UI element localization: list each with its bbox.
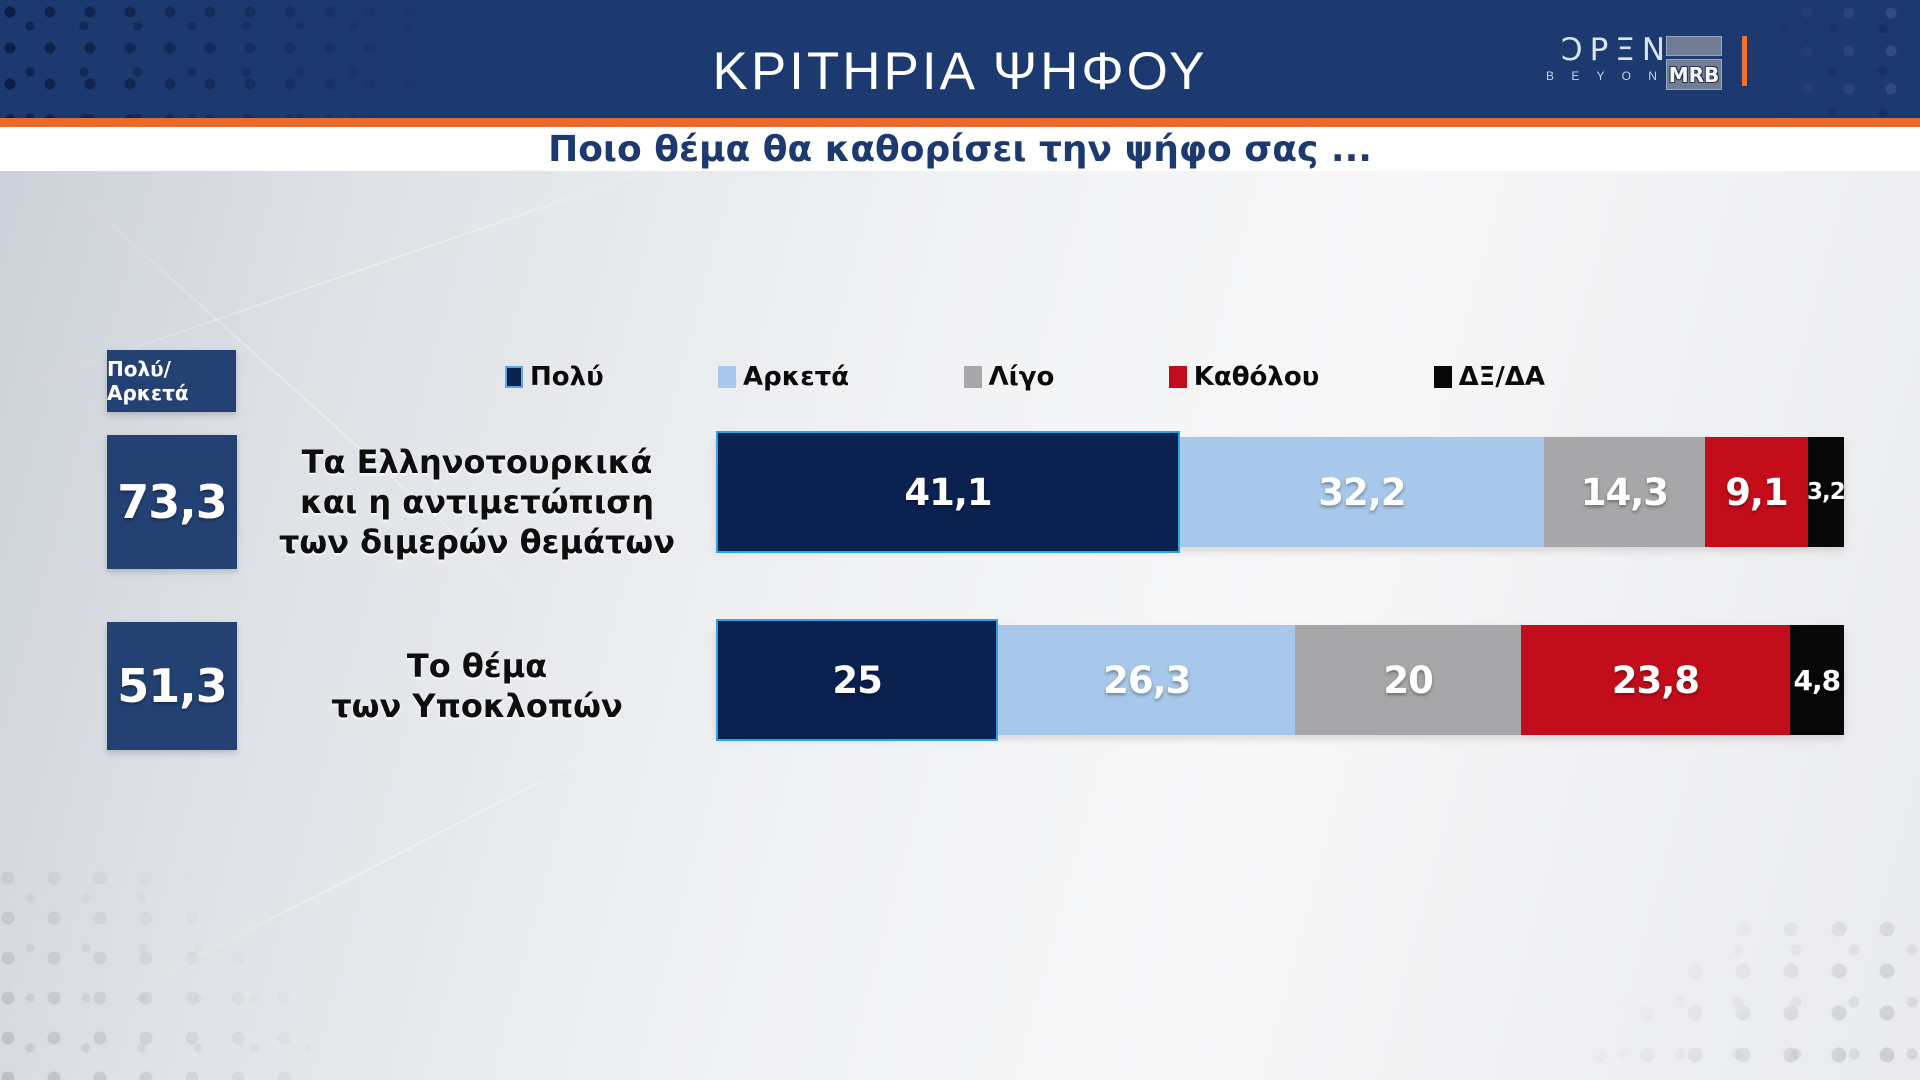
bar-segment: 23,8 [1521, 625, 1790, 735]
header-band: ΚΡΙΤΗΡΙΑ ΨΗΦΟΥ ƆPΞN B E Y O N D MRB [0, 0, 1920, 118]
category-label-line: Τα Ελληνοτουρκικά [301, 443, 653, 481]
bar-segment-label: 14,3 [1580, 470, 1669, 514]
legend-swatch-icon [505, 366, 523, 388]
bar-segment-label: 4,8 [1793, 663, 1842, 697]
legend-label: Λίγο [988, 362, 1055, 392]
bar-segment: 25 [716, 619, 999, 741]
category-label-line: Το θέμα [406, 647, 548, 685]
bar-segment-label: 25 [832, 658, 882, 702]
legend-item-2: Αρκετά [718, 362, 849, 392]
legend-label: ΔΞ/ΔΑ [1458, 362, 1545, 392]
background-streak [109, 718, 663, 1002]
legend-label: Καθόλου [1193, 362, 1320, 392]
bar-row: 51,3 Το θέμα των Υποκλοπών 25 26,3 20 23,8 4,8 [0, 619, 1920, 752]
bar-segment: 4,8 [1789, 625, 1844, 735]
open-logo-tagline: B E Y O N D [1546, 69, 1690, 83]
page-title: ΚΡΙΤΗΡΙΑ ΨΗΦΟΥ [712, 41, 1208, 101]
bar-segment-label: 41,1 [904, 470, 992, 514]
category-label-line: των διμερών θεμάτων [279, 523, 675, 561]
bar-segment: 20 [1295, 625, 1522, 735]
bar-segment-label: 9,1 [1725, 470, 1789, 514]
legend-swatch-icon [718, 366, 736, 388]
stacked-bar: 25 26,3 20 23,8 4,8 [716, 619, 1844, 741]
legend-item-5: ΔΞ/ΔΑ [1433, 362, 1545, 392]
legend-swatch-icon [963, 366, 982, 388]
orange-accent-bar [1742, 36, 1747, 86]
legend-item-1: Πολύ [505, 362, 604, 392]
bar-segment-label: 3,2 [1807, 479, 1846, 505]
category-label-line: και η αντιμετώπιση [300, 483, 654, 521]
bar-segment: 3,2 [1807, 437, 1846, 547]
bar-row: 73,3 Τα Ελληνοτουρκικά και η αντιμετώπιση τ… [0, 431, 1920, 571]
mrb-logo-wordmark: MRB [1666, 59, 1722, 90]
bar-segment: 9,1 [1705, 437, 1808, 547]
bar-segment: 32,2 [1180, 437, 1544, 547]
category-label-line: των Υποκλοπών [331, 687, 623, 725]
bar-segment-label: 23,8 [1611, 658, 1700, 702]
row-summary-value: 73,3 [107, 435, 237, 569]
legend-swatch-icon [1168, 366, 1187, 388]
summary-chip: Πολύ/Αρκετά [107, 350, 236, 412]
bar-segment-label: 20 [1383, 658, 1433, 702]
corner-dot-pattern-bottom-right [1590, 920, 1920, 1080]
mrb-logo: MRB [1666, 36, 1722, 90]
legend-label: Πολύ [530, 362, 604, 392]
bar-segment-label: 26,3 [1103, 658, 1191, 702]
row-category-label: Το θέμα των Υποκλοπών [237, 620, 717, 752]
chart-area: Πολύ/Αρκετά Πολύ Αρκετά Λίγο Καθόλου ΔΞ/ΔΑ 7… [0, 133, 1920, 1080]
legend-label: Αρκετά [743, 362, 850, 392]
legend-item-3: Λίγο [963, 362, 1055, 392]
open-tv-logo: ƆPΞN B E Y O N D [1543, 34, 1690, 83]
mrb-logo-top-box [1666, 36, 1722, 56]
open-logo-wordmark: ƆPΞN [1560, 32, 1673, 68]
row-category-label: Τα Ελληνοτουρκικά και η αντιμετώπιση των δ… [237, 433, 717, 571]
bar-segment: 14,3 [1543, 437, 1706, 547]
corner-dot-pattern-bottom-left [0, 870, 310, 1080]
question-banner: Ποιο θέμα θα καθορίσει την ψήφο σας ... [0, 127, 1920, 171]
orange-divider [0, 118, 1920, 127]
legend-item-4: Καθόλου [1168, 362, 1320, 392]
legend: Πολύ Αρκετά Λίγο Καθόλου ΔΞ/ΔΑ [505, 362, 1545, 392]
bar-segment: 26,3 [998, 625, 1296, 735]
legend-swatch-icon [1433, 366, 1452, 388]
bar-segment-label: 32,2 [1318, 470, 1406, 514]
bar-segment: 41,1 [716, 431, 1181, 553]
row-summary-value: 51,3 [107, 622, 237, 750]
stacked-bar: 41,1 32,2 14,3 9,1 3,2 [716, 431, 1846, 553]
